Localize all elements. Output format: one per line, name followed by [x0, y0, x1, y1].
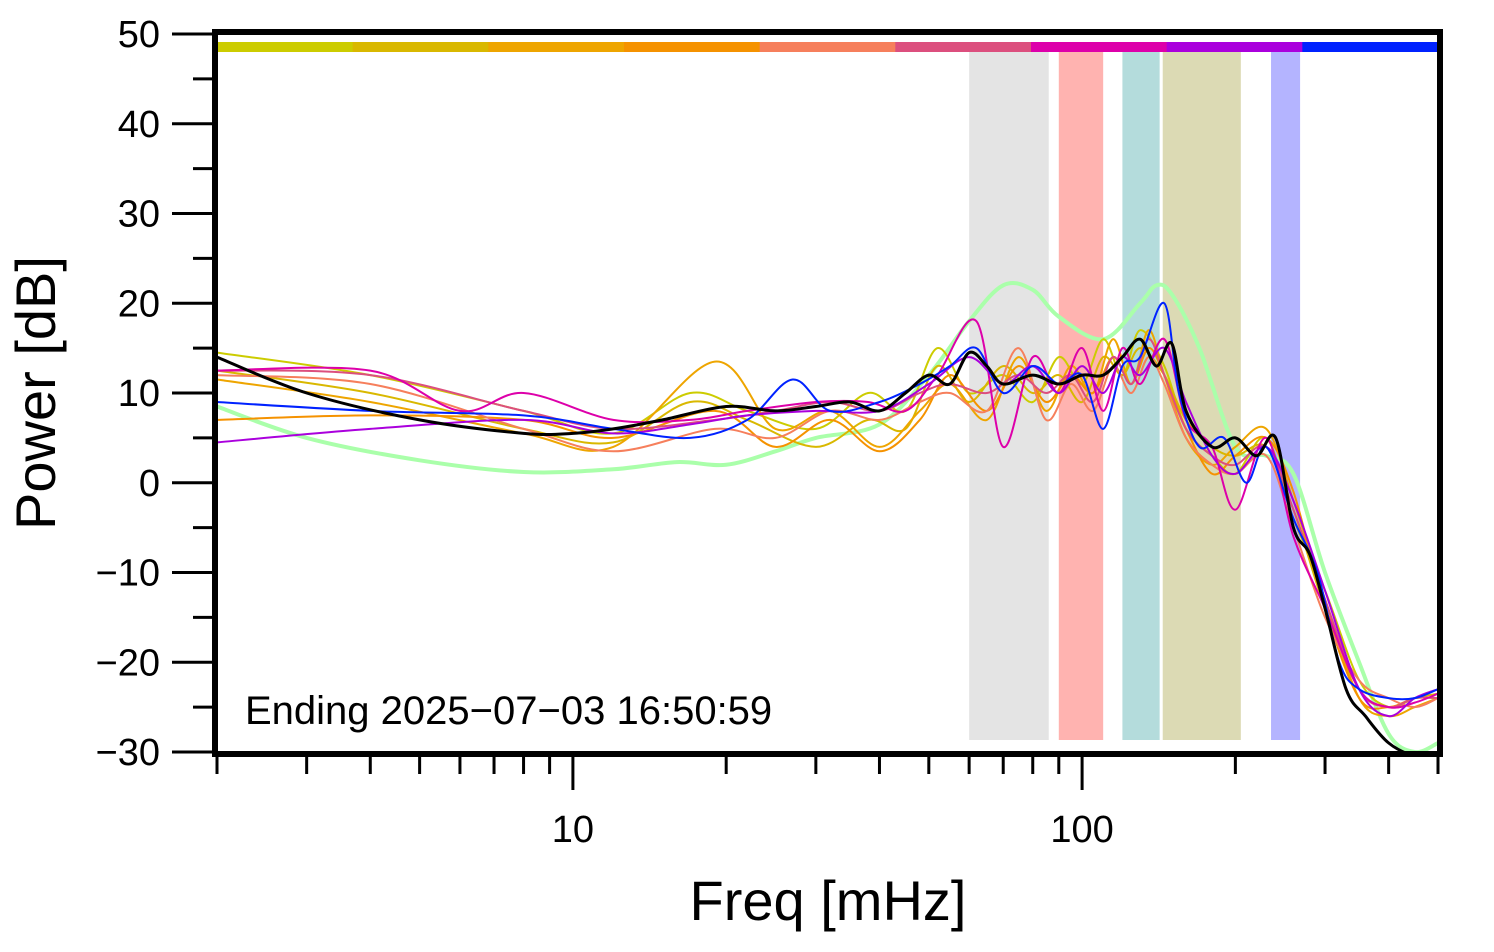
y-tick-label: −10	[96, 553, 160, 595]
frequency-bands	[969, 52, 1301, 740]
x-tick-label: 10	[552, 809, 594, 851]
series-line-4	[217, 329, 1438, 718]
series-line-2	[217, 329, 1438, 709]
series-line-11	[217, 337, 1408, 752]
time-bar-segment-3	[488, 42, 625, 52]
spectrum-series	[217, 281, 1438, 752]
x-tick-label: 100	[1050, 809, 1113, 851]
time-bar-segment-4	[624, 42, 761, 52]
y-tick-label: 20	[118, 283, 160, 325]
y-tick-label: −20	[96, 642, 160, 684]
time-bar-segment-8	[1166, 42, 1303, 52]
series-line-1	[217, 281, 1438, 752]
time-bar-segment-1	[217, 42, 354, 52]
band-4	[1162, 52, 1241, 740]
time-bar-segment-9	[1302, 42, 1439, 52]
series-line-7	[217, 338, 1438, 709]
band-5	[1271, 52, 1301, 740]
y-tick-label: 50	[118, 14, 160, 56]
x-axis-title: Freq [mHz]	[690, 869, 967, 932]
y-tick-label: 0	[139, 463, 160, 505]
time-bar-segment-5	[759, 42, 896, 52]
series-line-8	[217, 318, 1438, 709]
y-axis-title: Power [dB]	[4, 256, 67, 530]
y-tick-label: 40	[118, 104, 160, 146]
time-bar-segment-6	[895, 42, 1032, 52]
time-color-bar	[217, 42, 1439, 52]
ending-annotation: Ending 2025−07−03 16:50:59	[245, 689, 772, 733]
y-tick-label: 30	[118, 194, 160, 236]
series-line-9	[217, 346, 1438, 718]
band-3	[1122, 52, 1160, 740]
y-tick-label: −30	[96, 732, 160, 774]
series-line-10	[217, 302, 1438, 701]
axis-ticks: −30 −20 −10 0 10 20 30 40 50 10 100	[96, 14, 1440, 851]
time-bar-segment-7	[1031, 42, 1168, 52]
time-bar-segment-2	[352, 42, 489, 52]
plot-frame	[212, 29, 1443, 757]
y-tick-label: 10	[118, 373, 160, 415]
